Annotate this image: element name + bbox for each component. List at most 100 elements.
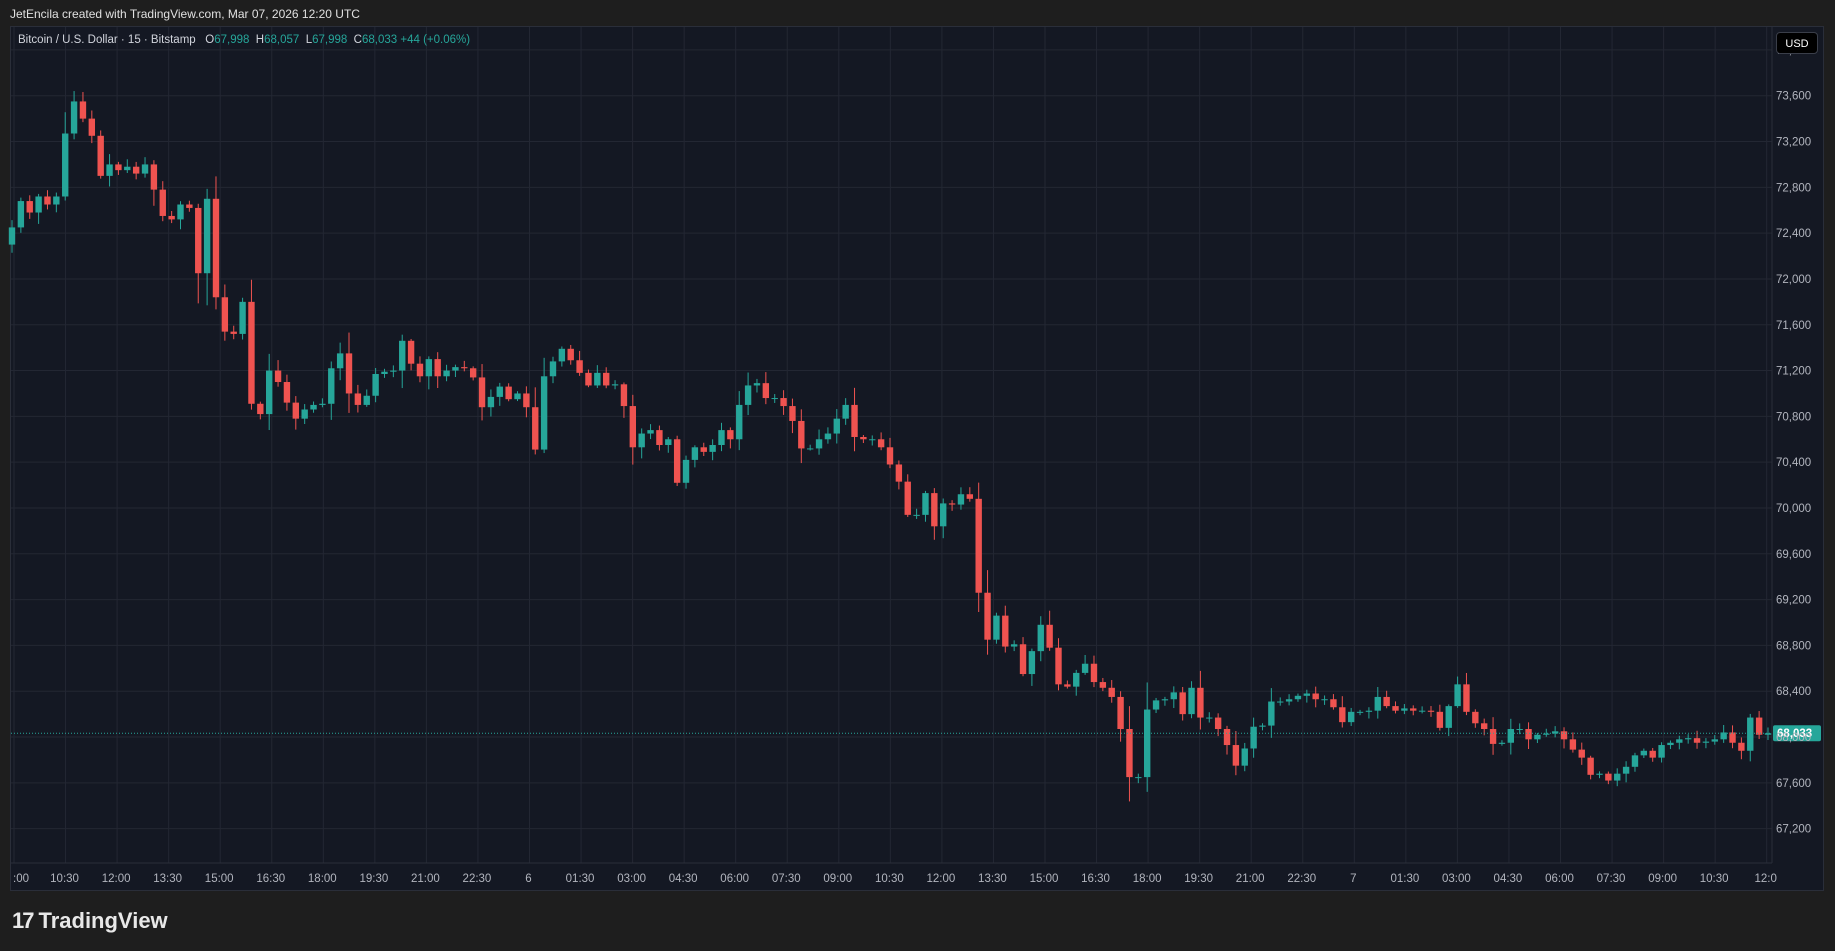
low-value: 67,998 xyxy=(312,34,348,46)
tradingview-logo[interactable]: 17 TradingView xyxy=(12,908,168,934)
candle-up xyxy=(53,196,60,205)
candle-up xyxy=(1401,708,1408,711)
price-tick-label: 71,600 xyxy=(1776,320,1811,332)
candle-down xyxy=(1472,711,1479,724)
price-tick-label: 72,800 xyxy=(1776,182,1811,194)
price-tick-label: 70,800 xyxy=(1776,411,1811,423)
candle-down xyxy=(1019,644,1027,675)
candle-down xyxy=(895,464,903,482)
time-tick-label: 06:00 xyxy=(1545,873,1574,885)
candle-up xyxy=(1028,651,1036,675)
candle-down xyxy=(1383,696,1390,707)
candle-down xyxy=(257,403,264,415)
candle-down xyxy=(576,360,583,373)
candle-down xyxy=(904,481,911,515)
candle-up xyxy=(1206,717,1213,719)
candle-down xyxy=(603,372,610,386)
candle-up xyxy=(363,395,370,405)
candle-down xyxy=(186,204,193,208)
candle-up xyxy=(869,439,876,441)
candle-up xyxy=(682,459,690,483)
change-value: +44 (+0.06%) xyxy=(400,34,471,46)
candle-down xyxy=(673,439,681,483)
candle-up xyxy=(833,418,840,434)
candle-down xyxy=(1410,708,1417,711)
candle-down xyxy=(345,353,353,394)
time-tick-label: :00 xyxy=(13,873,29,885)
candle-down xyxy=(851,404,858,437)
candle-up xyxy=(1152,700,1160,710)
candle-up xyxy=(239,301,246,334)
candle-down xyxy=(1232,745,1240,766)
candle-down xyxy=(1605,773,1612,781)
price-axis: 74,00073,60073,20072,80072,40072,00071,6… xyxy=(1776,45,1811,836)
candle-up xyxy=(549,361,557,377)
candle-up xyxy=(1454,684,1461,707)
candle-up xyxy=(301,409,308,419)
time-tick-label: 07:30 xyxy=(1597,873,1626,885)
time-tick-label: 21:00 xyxy=(411,873,440,885)
close-value: 68,033 xyxy=(361,34,398,46)
candle-down xyxy=(780,398,787,407)
time-tick-label: 22:30 xyxy=(1287,873,1316,885)
last-price-text: 68,033 xyxy=(1777,728,1812,740)
candle-down xyxy=(416,363,424,377)
candle-down xyxy=(1755,717,1763,735)
candle-down xyxy=(1339,707,1346,723)
candle-down xyxy=(523,393,530,408)
candle-down xyxy=(975,498,982,593)
candle-up xyxy=(1374,696,1381,711)
candle-down xyxy=(1578,749,1585,758)
currency-button[interactable]: USD xyxy=(1776,32,1818,54)
candle-down xyxy=(505,386,512,400)
candle-down xyxy=(984,592,991,640)
candle-up xyxy=(1010,644,1018,647)
candle-down xyxy=(26,201,33,213)
chart-pane[interactable] xyxy=(10,26,1824,891)
candle-down xyxy=(1481,723,1488,730)
time-tick-label: 10:30 xyxy=(1700,873,1729,885)
time-tick-label: 6 xyxy=(525,873,531,885)
candle-down xyxy=(1649,750,1656,758)
candle-up xyxy=(390,370,397,372)
time-tick-label: 21:00 xyxy=(1236,873,1265,885)
price-tick-label: 72,000 xyxy=(1776,274,1811,286)
candle-down xyxy=(1738,742,1745,751)
candle-up xyxy=(1143,709,1151,778)
candle-down xyxy=(1330,699,1337,708)
time-tick-label: 15:00 xyxy=(205,873,234,885)
chart-grid xyxy=(11,27,1773,864)
time-tick-label: 01:30 xyxy=(1390,873,1419,885)
candle-down xyxy=(1436,711,1444,728)
candle-up xyxy=(1711,739,1718,742)
candle-down xyxy=(1223,729,1231,746)
time-tick-label: 19:30 xyxy=(1184,873,1213,885)
candle-up xyxy=(1347,711,1355,723)
candle-up xyxy=(815,439,823,449)
candle-down xyxy=(1002,615,1009,647)
candle-down xyxy=(1064,684,1071,687)
time-tick-label: 03:00 xyxy=(617,873,646,885)
candle-down xyxy=(798,420,805,449)
candle-down xyxy=(150,164,158,190)
candle-down xyxy=(620,384,628,407)
candle-down xyxy=(532,407,539,450)
candle-down xyxy=(274,370,282,383)
price-tick-label: 72,400 xyxy=(1776,228,1811,240)
price-tick-label: 73,600 xyxy=(1776,91,1811,103)
candle-down xyxy=(159,189,166,216)
candle-down xyxy=(931,493,938,527)
candle-down xyxy=(221,297,229,332)
candle-up xyxy=(709,445,716,452)
candle-up xyxy=(1418,710,1426,712)
time-tick-label: 06:00 xyxy=(720,873,749,885)
candle-up xyxy=(806,448,814,450)
candle-up xyxy=(381,371,388,374)
candle-up xyxy=(540,376,548,450)
price-tick-label: 73,200 xyxy=(1776,137,1811,149)
candle-up xyxy=(8,227,16,245)
candle-down xyxy=(948,503,956,505)
time-tick-label: 07:30 xyxy=(772,873,801,885)
candle-down xyxy=(1569,739,1577,750)
